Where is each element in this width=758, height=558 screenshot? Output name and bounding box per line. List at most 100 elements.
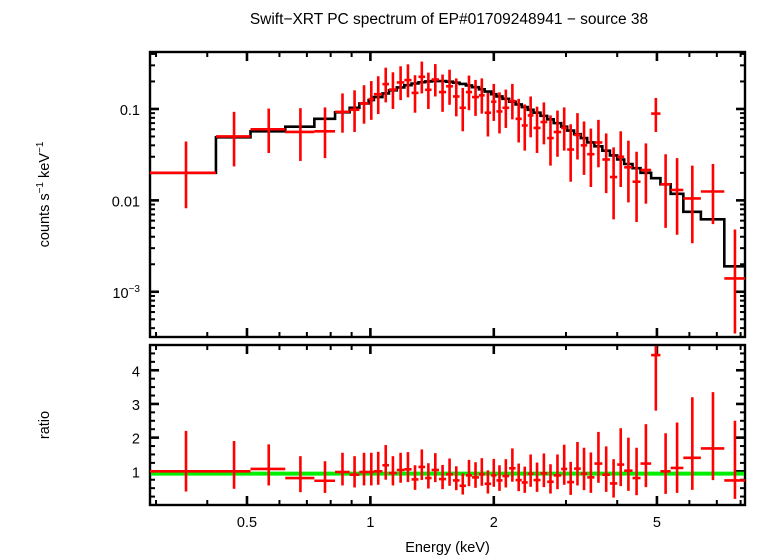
ratio-point <box>150 430 216 492</box>
ratio-point <box>502 459 510 488</box>
data-point <box>521 104 528 151</box>
x-tick-label: 0.5 <box>237 515 257 531</box>
ratio-point <box>632 447 641 496</box>
data-point <box>314 107 336 159</box>
ratio-point <box>459 473 466 495</box>
data-point <box>540 102 548 145</box>
ratio-point <box>373 451 383 485</box>
ratio-point <box>521 466 528 493</box>
ratio-point <box>418 449 426 481</box>
ratio-point <box>660 433 671 494</box>
y-tick-label: 0.01 <box>112 194 140 210</box>
ratio-point <box>580 447 588 491</box>
ratio-point <box>349 456 360 488</box>
x-tick-label: 1 <box>366 515 374 531</box>
ratio-frame <box>148 343 747 507</box>
ratio-point <box>446 458 453 486</box>
ratio-point <box>452 466 460 491</box>
ratio-point <box>683 397 701 490</box>
data-point <box>411 75 419 113</box>
ratio-point <box>404 452 412 483</box>
data-point <box>574 113 581 160</box>
data-point <box>472 79 479 116</box>
spectrum-panel <box>148 50 747 339</box>
data-point <box>349 90 360 132</box>
ratio-point <box>465 459 473 487</box>
ratio-point <box>567 461 575 495</box>
ratio-point <box>670 422 684 493</box>
data-point <box>533 106 541 153</box>
ratio-point <box>609 459 618 498</box>
data-point <box>382 67 389 103</box>
model-step-curve <box>150 79 745 268</box>
ratio-point <box>388 456 397 486</box>
data-point <box>561 107 568 151</box>
ratio-point <box>640 424 652 488</box>
data-point <box>359 85 369 124</box>
ratio-y-tick-label: 4 <box>132 364 140 380</box>
data-point <box>724 229 745 334</box>
figure-title: Swift−XRT PC spectrum of EP#01709248941 … <box>250 11 648 28</box>
ratio-point <box>724 420 745 499</box>
ratio-point <box>700 392 725 481</box>
ratio-point <box>624 437 633 491</box>
ratio-point <box>515 463 522 492</box>
data-point <box>670 158 684 235</box>
ratio-y-axis-label: ratio <box>37 411 53 439</box>
data-point <box>335 93 350 133</box>
ratio-point <box>553 454 562 490</box>
data-point <box>587 128 595 188</box>
data-point <box>446 69 453 105</box>
data-point <box>368 81 374 120</box>
ratio-panel <box>148 343 747 507</box>
data-point <box>452 78 460 117</box>
data-point <box>431 64 439 97</box>
ratio-point <box>617 428 625 487</box>
data-point <box>580 121 588 175</box>
ratio-point <box>215 441 251 489</box>
x-axis-label: Energy (keV) <box>405 540 490 556</box>
data-point <box>373 76 383 115</box>
ratio-point <box>574 442 581 486</box>
ratio-y-tick-label: 3 <box>132 398 140 414</box>
data-point <box>632 151 641 222</box>
data-point <box>396 66 405 101</box>
data-point <box>683 165 701 244</box>
ratio-point <box>359 452 369 486</box>
ratio-point <box>314 461 336 493</box>
data-point <box>547 115 554 166</box>
ratio-point <box>472 462 479 488</box>
ratio-point <box>509 448 516 482</box>
ratio-point <box>368 452 374 486</box>
ratio-y-tick-label: 2 <box>132 432 140 448</box>
data-point <box>660 154 671 228</box>
ratio-point <box>478 458 485 486</box>
data-point <box>609 147 618 220</box>
y-tick-label: 0.1 <box>120 103 140 119</box>
data-point <box>602 133 610 194</box>
data-point <box>515 98 522 143</box>
ratio-point <box>431 453 439 483</box>
ratio-point <box>425 463 432 489</box>
x-tick-label: 2 <box>490 515 498 531</box>
data-point <box>425 72 432 109</box>
data-point <box>465 75 473 111</box>
data-point <box>491 83 497 121</box>
spectrum-y-axis-label: counts s−1 keV−1 <box>35 141 53 247</box>
data-point <box>418 61 426 94</box>
data-point <box>438 74 447 112</box>
data-point <box>404 64 412 98</box>
ratio-point <box>411 465 419 490</box>
data-point <box>459 87 466 132</box>
ratio-point <box>496 465 503 491</box>
data-point <box>640 143 652 204</box>
data-point <box>624 140 633 203</box>
data-point <box>617 131 625 188</box>
data-point <box>553 110 562 157</box>
ratio-point <box>561 444 568 485</box>
ratio-point <box>594 431 603 483</box>
data-point <box>496 92 503 134</box>
ratio-point <box>491 458 497 487</box>
